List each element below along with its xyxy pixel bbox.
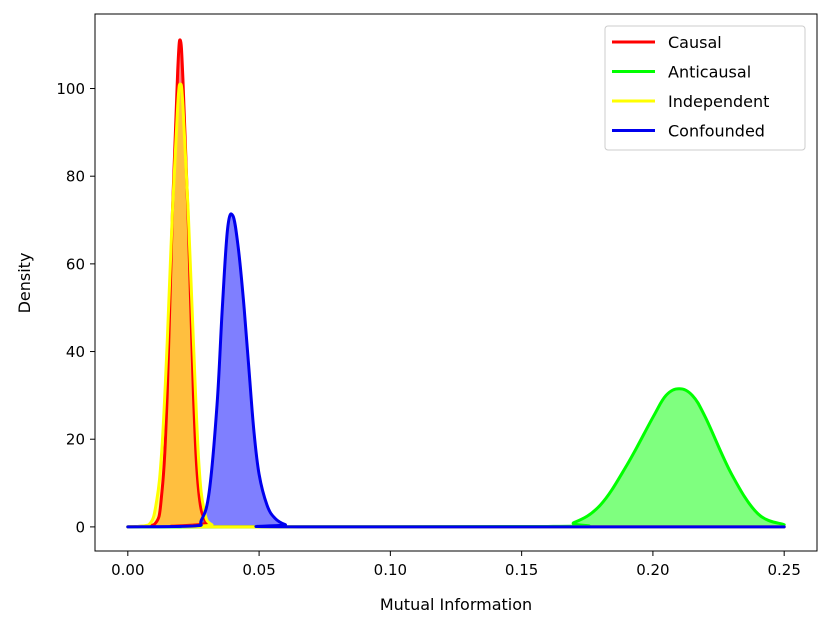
x-tick-label: 0.10 [374, 561, 407, 579]
plot-frame [94, 13, 818, 552]
x-axis-ticks: 0.00 0.05 0.10 0.15 0.20 0.25 [111, 551, 801, 579]
series-fill-anticausal [127, 388, 785, 527]
legend-label-causal: Causal [668, 33, 722, 52]
x-tick-label: 0.25 [767, 561, 800, 579]
x-axis-label: Mutual Information [380, 595, 532, 614]
y-tick-label: 80 [66, 168, 85, 186]
x-tick-label: 0.00 [111, 561, 144, 579]
y-axis-label: Density [15, 253, 34, 314]
x-tick-label: 0.15 [505, 561, 538, 579]
x-tick-label: 0.20 [636, 561, 669, 579]
series-line-confounded [126, 212, 786, 529]
series-fills [127, 39, 785, 527]
legend-box [604, 25, 806, 151]
y-tick-label: 60 [66, 255, 85, 273]
x-tick-label: 0.05 [242, 561, 275, 579]
y-tick-label: 20 [66, 431, 85, 449]
series-fill-independent [127, 84, 785, 527]
legend-label-confounded: Confounded [668, 122, 765, 141]
y-tick-label: 0 [75, 518, 85, 536]
y-tick-label: 100 [56, 80, 85, 98]
legend: Causal Anticausal Independent Confounded [604, 25, 806, 151]
legend-label-anticausal: Anticausal [668, 63, 751, 82]
legend-label-independent: Independent [668, 92, 769, 111]
series-lines [126, 38, 786, 529]
y-tick-label: 40 [66, 343, 85, 361]
y-axis-ticks: 0 20 40 60 80 100 [56, 80, 95, 536]
